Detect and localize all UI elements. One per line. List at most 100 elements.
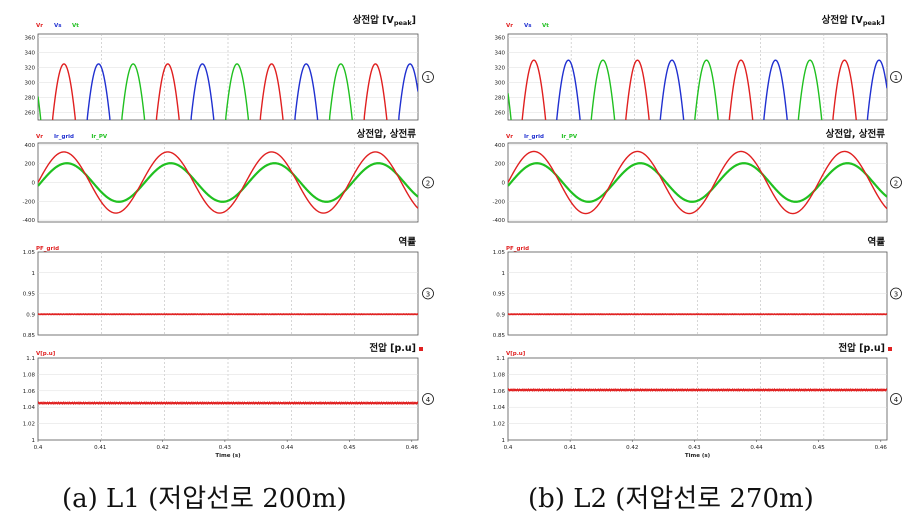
x-tick-label: 0.4 — [504, 445, 513, 451]
y-tick-label: 1.04 — [493, 405, 506, 411]
index-number: 3 — [426, 291, 430, 299]
y-tick-label: 320 — [495, 66, 506, 72]
legend-entry: Ir_grid — [54, 134, 74, 140]
legend-entry: PF_grid — [506, 246, 529, 252]
y-tick-label: 400 — [25, 143, 36, 149]
title-end: ] — [412, 15, 416, 26]
index-circle — [422, 176, 434, 189]
series-line-PF_grid — [38, 312, 418, 316]
x-axis-label: Time (s) — [215, 453, 241, 459]
subplot-title: 상전압, 상전류 — [357, 128, 417, 140]
subplot-3: 1.05 1 0.95 0.9 0.85 PF_grid 역률 3 — [493, 234, 902, 339]
series-group — [38, 312, 418, 316]
series-group — [508, 150, 887, 215]
y-tick-label: 1.08 — [23, 372, 36, 378]
marker-square — [888, 347, 892, 351]
series-line-Vs — [556, 59, 887, 120]
legend-entry: Vs — [524, 23, 532, 29]
series-line-Vr — [508, 150, 887, 215]
y-tick-label: 260 — [495, 111, 506, 117]
legend-entry: Ir_grid — [524, 134, 544, 140]
x-tick-label: 0.45 — [813, 445, 826, 451]
subplot-header-bg — [34, 126, 418, 141]
y-tick-label: 0.95 — [493, 292, 506, 298]
index-circle — [890, 393, 902, 405]
x-axis-label: Time (s) — [685, 453, 711, 459]
x-tick-label: 0.43 — [688, 445, 701, 451]
series-group — [38, 401, 418, 406]
y-tick-label: 1.02 — [23, 422, 35, 428]
y-tick-label: 1.06 — [23, 389, 36, 395]
x-tick-label: 0.46 — [875, 445, 888, 451]
legend-entry: V[p.u] — [506, 351, 526, 357]
y-tick-label: 0 — [502, 181, 506, 187]
subplot-title: 상전압, 상전류 — [826, 128, 886, 140]
legend-entry: Vs — [54, 23, 62, 29]
y-tick-label: 0.85 — [23, 333, 36, 339]
x-tick-label: 0.46 — [406, 445, 419, 451]
series-group — [508, 387, 887, 393]
legend-entry: Vr — [36, 134, 43, 140]
y-tick-label: 300 — [25, 81, 36, 87]
legend-entry: V[p.u] — [36, 351, 56, 357]
subplot-1: 360 340 320 300 280 260 Vr Vs Vt 상전압 [Vpeak] 1 — [495, 12, 902, 121]
y-tick-label: 200 — [495, 162, 506, 168]
y-tick-label: 340 — [495, 51, 506, 57]
marker-square — [419, 347, 423, 351]
index-circle — [422, 287, 434, 300]
subplot-header-bg — [504, 126, 887, 141]
legend-entry: Vt — [72, 23, 79, 29]
y-tick-label: 400 — [495, 143, 506, 149]
y-tick-label: 0.85 — [493, 333, 506, 339]
index-circle — [890, 287, 902, 300]
y-tick-label: 0.9 — [496, 312, 505, 318]
y-tick-label: 1.02 — [493, 422, 505, 428]
series-line-PF_grid — [508, 312, 887, 316]
series-group — [508, 312, 887, 316]
legend-entry: Vr — [506, 134, 513, 140]
y-tick-label: 0.9 — [26, 312, 35, 318]
index-number: 4 — [426, 396, 431, 404]
index-number: 1 — [426, 74, 430, 82]
legend-entry: Ir_PV — [91, 134, 108, 140]
y-tick-label: 360 — [495, 36, 506, 42]
y-tick-label: 260 — [25, 111, 36, 117]
subplot-title: 전압 [p.u] — [369, 342, 416, 354]
subplot-title: 전압 [p.u] — [838, 342, 885, 354]
subplot-title: 상전압 [Vpeak] — [822, 14, 885, 27]
y-tick-label: 1.05 — [493, 250, 506, 256]
y-tick-label: 280 — [495, 96, 506, 102]
index-circle — [890, 71, 902, 83]
index-number: 2 — [894, 180, 898, 188]
y-tick-label: 340 — [25, 51, 36, 57]
subplot-header-bg — [504, 234, 887, 250]
legend-entry: Ir_PV — [561, 134, 578, 140]
subplot-header-bg — [504, 12, 887, 32]
legend-entry: Vt — [542, 23, 549, 29]
y-tick-label: 1.1 — [496, 356, 505, 362]
legend-entry: Vr — [36, 23, 43, 29]
x-tick-label: 0.45 — [343, 445, 356, 451]
plot-frame — [507, 33, 888, 121]
series-line-Vs — [86, 63, 418, 120]
series-group — [508, 59, 887, 120]
y-tick-label: -400 — [493, 218, 506, 224]
subplot-header-bg — [34, 12, 418, 32]
index-number: 3 — [894, 291, 898, 299]
y-tick-label: 1 — [32, 271, 36, 277]
y-tick-label: 320 — [25, 66, 36, 72]
y-tick-label: 1 — [32, 438, 36, 444]
x-tick-label: 0.4 — [34, 445, 43, 451]
series-line-Ir_PV — [508, 162, 887, 203]
y-tick-label: 1.04 — [23, 405, 36, 411]
series-group — [38, 63, 418, 120]
subplot-1: 360 340 320 300 280 260 Vr Vs Vt 상전압 [Vpeak] 1 — [25, 12, 434, 121]
y-tick-label: 300 — [495, 81, 506, 87]
index-number: 4 — [894, 396, 899, 404]
y-tick-label: 1 — [502, 438, 506, 444]
legend-entry: PF_grid — [36, 246, 59, 252]
subplot-header-bg — [504, 340, 887, 356]
x-tick-label: 0.41 — [564, 445, 576, 451]
